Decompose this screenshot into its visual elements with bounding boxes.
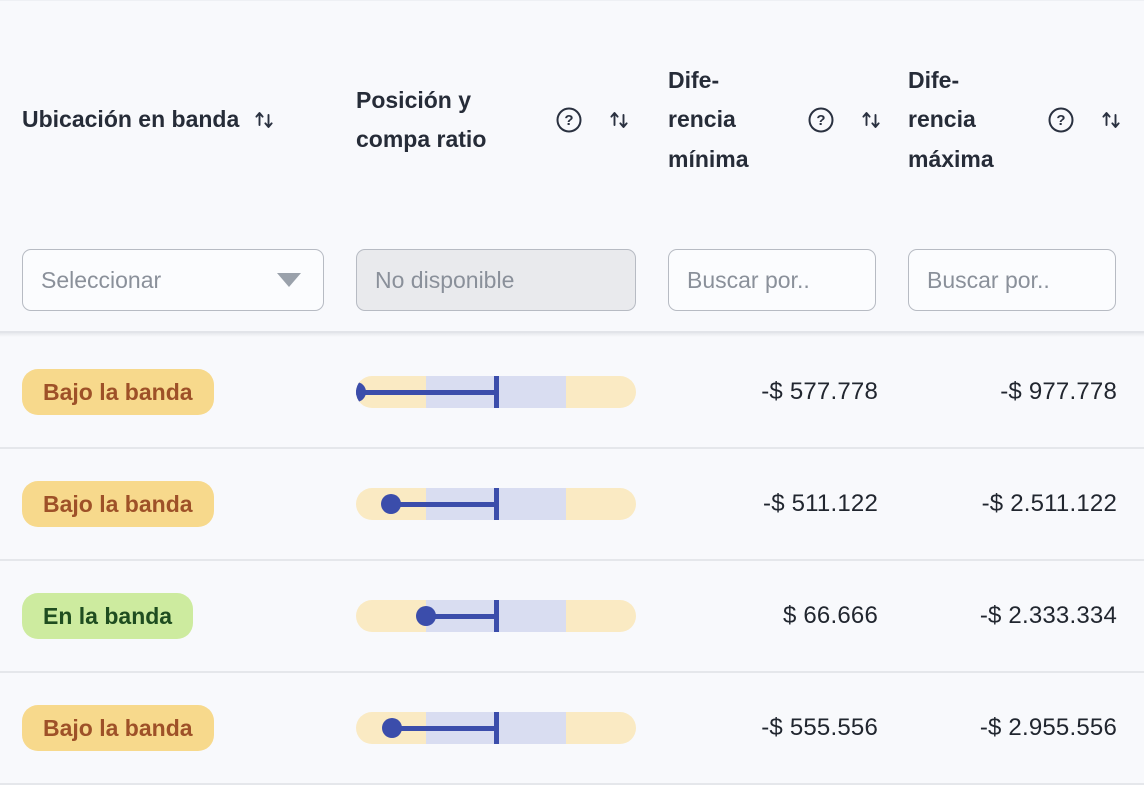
- column-label-posicion: Posición y compa ratio: [356, 86, 487, 152]
- sort-icon[interactable]: [1100, 107, 1122, 133]
- band-position-dot: [382, 718, 403, 738]
- sort-icon[interactable]: [253, 107, 275, 133]
- band-midpoint-tick: [494, 376, 499, 408]
- max-diff-value: -$ 2.511.122: [981, 490, 1117, 517]
- min-diff-value: $ 66.666: [782, 602, 878, 629]
- column-label-ubicacion: Ubicación en banda: [22, 106, 240, 133]
- min-diff-value: -$ 555.556: [761, 714, 878, 741]
- min-diff-value: -$ 511.122: [763, 490, 878, 517]
- column-label-diferencia-maxima: Dife- rencia máxima: [908, 67, 994, 172]
- band-segment-above: [566, 712, 636, 744]
- table-row: Bajo la banda -$ 555.556 -$ 2.955.556: [0, 673, 1144, 785]
- band-location-badge: En la banda: [22, 592, 194, 640]
- min-diff-search-input[interactable]: [668, 249, 876, 311]
- select-value: Seleccionar: [41, 266, 162, 293]
- band-line: [426, 613, 496, 619]
- band-midpoint-tick: [494, 600, 499, 632]
- help-icon[interactable]: [556, 107, 582, 133]
- column-header-posicion: Posición y compa ratio: [356, 81, 668, 159]
- band-track: [356, 600, 636, 632]
- max-diff-value: -$ 2.955.556: [979, 714, 1117, 741]
- position-filter-input-disabled: [356, 249, 636, 311]
- table-row: Bajo la banda -$ 577.778 -$ 977.778: [0, 337, 1144, 449]
- band-track: [356, 712, 636, 744]
- band-midpoint-tick: [494, 712, 499, 744]
- compa-ratio-band: [356, 712, 668, 744]
- band-location-badge: Bajo la banda: [22, 368, 214, 416]
- band-location-select[interactable]: Seleccionar: [22, 249, 324, 311]
- table-row: Bajo la banda -$ 511.122 -$ 2.511.122: [0, 449, 1144, 561]
- band-position-dot: [381, 494, 401, 514]
- sort-icon[interactable]: [608, 107, 630, 133]
- max-diff-value: -$ 2.333.334: [979, 602, 1117, 629]
- band-segment-above: [566, 488, 636, 520]
- sort-icon[interactable]: [860, 107, 882, 133]
- band-track: [356, 376, 636, 408]
- compa-ratio-band: [356, 600, 668, 632]
- column-header-diferencia-maxima: Dife- rencia máxima: [908, 61, 1144, 178]
- compa-ratio-band: [356, 488, 668, 520]
- column-header-diferencia-minima: Dife- rencia mínima: [668, 61, 908, 178]
- filter-row: Seleccionar: [0, 249, 1144, 311]
- table-header-row: Ubicación en banda Posición y compa rati…: [0, 1, 1144, 239]
- band-location-badge: Bajo la banda: [22, 704, 214, 752]
- max-diff-search-input[interactable]: [908, 249, 1116, 311]
- band-line: [356, 389, 496, 395]
- table-row: En la banda $ 66.666 -$ 2.333.334: [0, 561, 1144, 673]
- help-icon[interactable]: [1048, 107, 1074, 133]
- column-header-ubicacion: Ubicación en banda: [22, 100, 356, 139]
- header-divider: [0, 331, 1144, 337]
- band-line: [392, 725, 496, 731]
- max-diff-value: -$ 977.778: [1000, 378, 1117, 405]
- band-segment-below: [356, 600, 426, 632]
- band-position-dot: [356, 382, 366, 402]
- band-position-dot: [416, 606, 436, 626]
- band-midpoint-tick: [494, 488, 499, 520]
- compa-ratio-band: [356, 376, 668, 408]
- band-segment-above: [566, 600, 636, 632]
- column-label-diferencia-minima: Dife- rencia mínima: [668, 67, 749, 172]
- min-diff-value: -$ 577.778: [761, 378, 878, 405]
- band-line: [391, 501, 496, 507]
- band-track: [356, 488, 636, 520]
- help-icon[interactable]: [808, 107, 834, 133]
- band-location-badge: Bajo la banda: [22, 480, 214, 528]
- chevron-down-icon: [277, 273, 301, 287]
- band-segment-above: [566, 376, 636, 408]
